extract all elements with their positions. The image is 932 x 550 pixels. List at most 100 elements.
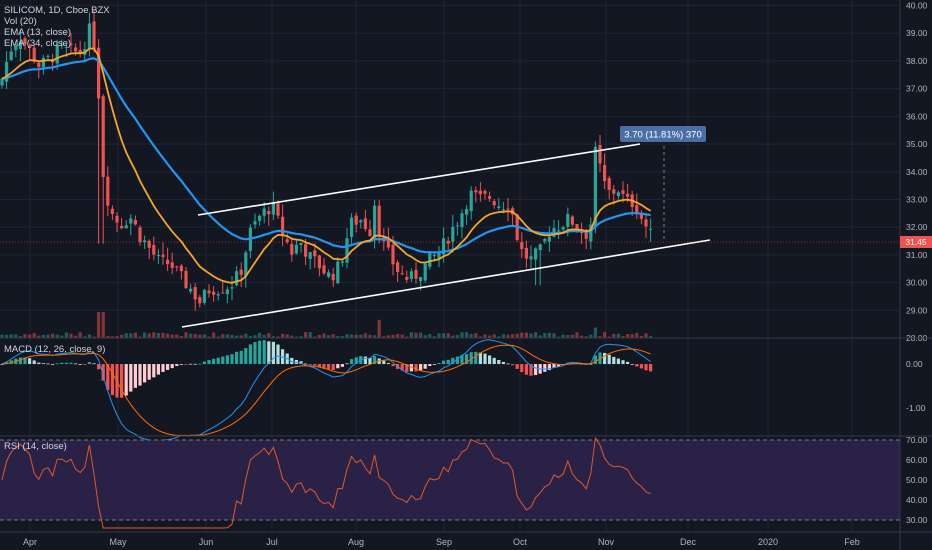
candle-body [501, 209, 505, 211]
macd-histogram-bar [23, 357, 27, 365]
macd-pane [0, 339, 653, 442]
candle-body [639, 213, 643, 219]
volume-bar [497, 336, 501, 338]
macd-histogram-bar [455, 356, 459, 365]
macd-histogram-bar [363, 356, 367, 365]
macd-histogram-bar [409, 364, 413, 372]
macd-histogram-bar [478, 352, 482, 365]
candle-body [110, 208, 114, 214]
x-tick-label: Dec [680, 537, 697, 547]
candle-body [529, 256, 533, 260]
volume-bar [290, 335, 294, 338]
macd-histogram-bar [179, 364, 183, 365]
macd-histogram-bar [460, 355, 464, 365]
candle-body [543, 238, 547, 242]
volume-bar [336, 336, 340, 338]
macd-histogram-bar [170, 364, 174, 369]
volume-bar [129, 333, 133, 338]
macd-histogram-bar [432, 364, 436, 365]
macd-histogram-bar [501, 361, 505, 365]
volume-bar [419, 332, 423, 338]
volume-bar [216, 336, 220, 338]
macd-histogram-bar [258, 340, 262, 365]
volume-bar [639, 335, 643, 338]
volume-bar [175, 334, 179, 338]
candle-body [345, 238, 349, 263]
measure-tooltip: 3.70 (11.81%) 370 [620, 126, 706, 142]
volume-bar [83, 336, 87, 338]
volume-bar [368, 334, 372, 338]
candle-body [313, 250, 317, 257]
volume-bar [455, 335, 459, 338]
macd-tick-label: 0.00 [906, 359, 923, 369]
macd-histogram-bar [110, 364, 114, 396]
candle-body [281, 216, 285, 237]
candle-body [207, 290, 211, 294]
macd-histogram-bar [593, 355, 597, 365]
volume-bar [363, 333, 367, 338]
macd-histogram-bar [446, 359, 450, 365]
candle-body [557, 230, 561, 232]
candle-body [166, 259, 170, 265]
macd-histogram-bar [557, 364, 561, 367]
macd-histogram-bar [616, 358, 620, 365]
candle-body [534, 248, 538, 260]
volume-bar [147, 333, 151, 338]
volume-bar [97, 312, 101, 338]
volume-bar [552, 333, 556, 338]
macd-histogram-bar [69, 362, 73, 365]
channel-lower-line[interactable] [181, 239, 711, 328]
candle-body [373, 205, 377, 240]
candle-body [603, 165, 607, 182]
x-tick-label: Feb [844, 537, 860, 547]
candle-body [129, 218, 133, 224]
volume-bar [396, 334, 400, 338]
volume-bar [373, 335, 377, 338]
volume-bar [520, 332, 524, 338]
macd-histogram-bar [193, 363, 197, 365]
candle-body [386, 239, 390, 248]
volume-bar [382, 336, 386, 338]
candle-body [138, 227, 142, 242]
channel-upper-line[interactable] [197, 143, 641, 216]
candle-body [368, 229, 372, 236]
volume-bar [78, 332, 82, 338]
price-candles [0, 10, 653, 311]
macd-histogram-bar [230, 354, 234, 365]
candle-body [584, 229, 588, 239]
volume-bar [575, 332, 579, 338]
volume-bar [28, 334, 32, 338]
volume-bar [488, 335, 492, 338]
volume-bar [276, 336, 280, 338]
macd-histogram-bar [552, 364, 556, 368]
candle-body [455, 225, 459, 227]
macd-histogram-bar [87, 362, 91, 365]
volume-bar [212, 332, 216, 338]
macd-histogram-bar [235, 351, 239, 365]
volume-bars [0, 312, 653, 338]
macd-histogram-bar [161, 364, 165, 372]
measure-label: 3.70 (11.81%) 370 [624, 130, 701, 141]
candle-body [74, 47, 78, 52]
macd-histogram-bar [589, 363, 593, 365]
volume-bar [0, 334, 4, 338]
volume-bar [115, 336, 119, 338]
candle-body [143, 240, 147, 243]
candle-body [488, 196, 492, 199]
macd-histogram-bar [198, 363, 202, 365]
candle-body [538, 244, 542, 251]
candle-body [106, 176, 110, 206]
rsi-tick-label: 30.00 [906, 515, 928, 525]
x-tick-label: Sep [436, 537, 452, 547]
macd-histogram-bar [492, 357, 496, 365]
volume-bar [51, 333, 55, 338]
candle-body [469, 190, 473, 212]
volume-bar [184, 332, 188, 338]
volume-bar [547, 332, 551, 338]
candle-body [189, 288, 193, 292]
candle-body [483, 190, 487, 194]
candle-body [589, 224, 593, 242]
current-price-label: 31.45 [905, 237, 927, 247]
macd-histogram-bar [207, 360, 211, 365]
